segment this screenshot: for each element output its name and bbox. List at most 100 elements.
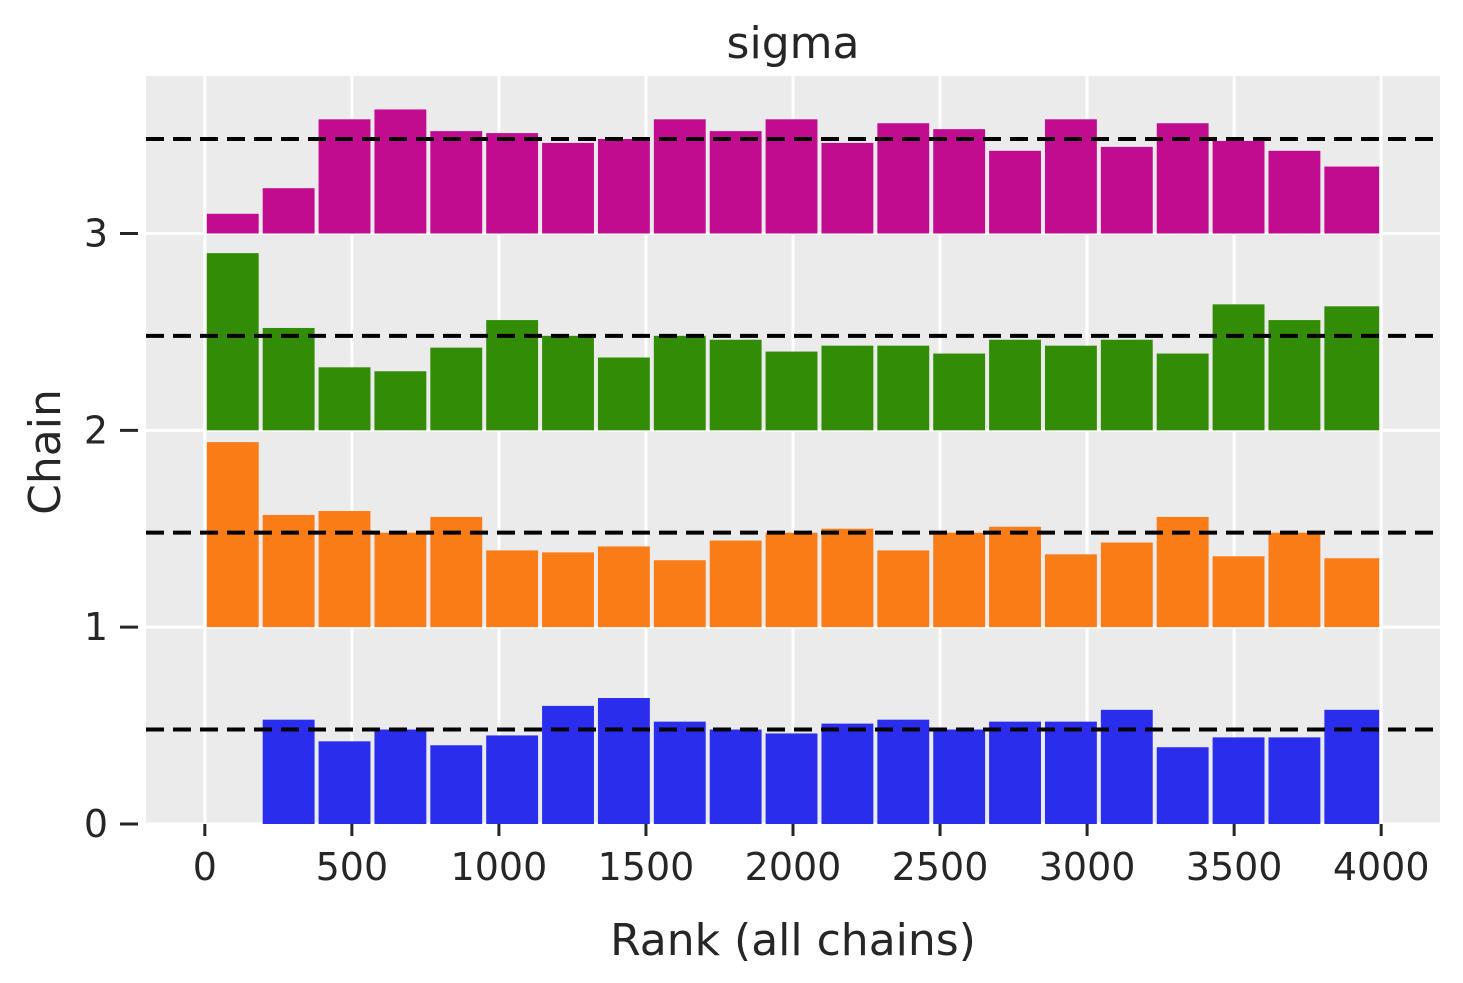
bar-chain-2-bin-9 <box>709 339 762 431</box>
bar-chain-2-bin-15 <box>1044 345 1097 431</box>
x-tick-label: 500 <box>316 845 389 889</box>
x-axis-label: Rank (all chains) <box>610 915 976 966</box>
bar-chain-1-bin-7 <box>597 546 650 628</box>
bar-chain-1-bin-6 <box>542 552 594 628</box>
y-tick-label: 3 <box>84 211 108 255</box>
bar-chain-3-bin-6 <box>542 142 594 234</box>
bar-chain-0-bin-1 <box>262 719 315 824</box>
bar-chain-2-bin-2 <box>318 367 371 431</box>
bar-chain-0-bin-7 <box>597 698 650 824</box>
bar-chain-3-bin-3 <box>374 109 427 234</box>
bar-chain-3-bin-14 <box>989 150 1041 234</box>
bar-chain-3-bin-17 <box>1156 123 1209 234</box>
bar-chain-1-bin-9 <box>709 540 762 628</box>
x-tick-label: 4000 <box>1333 845 1430 889</box>
bar-chain-3-bin-12 <box>877 123 930 234</box>
bar-chain-1-bin-5 <box>486 550 539 628</box>
bar-chain-2-bin-13 <box>933 353 986 431</box>
bar-chain-0-bin-20 <box>1324 709 1380 824</box>
bar-chain-1-bin-15 <box>1044 554 1097 628</box>
bar-chain-3-bin-11 <box>821 142 874 234</box>
x-tick-label: 1000 <box>451 845 548 889</box>
bar-chain-2-bin-5 <box>486 320 539 431</box>
bar-chain-2-bin-20 <box>1324 306 1380 431</box>
y-tick-label: 1 <box>84 605 108 649</box>
bar-chain-0-bin-3 <box>374 729 427 824</box>
bar-chain-3-bin-4 <box>430 131 483 234</box>
bar-chain-2-bin-1 <box>262 327 315 431</box>
bar-chain-1-bin-11 <box>821 528 874 628</box>
x-tick-label: 3500 <box>1186 845 1283 889</box>
axes: 0 500 1000 1500 2000 2500 3000 3500 4000 0 1 2 3 <box>84 211 1430 889</box>
bar-chain-2-bin-12 <box>877 345 930 431</box>
bar-chain-2-bin-0 <box>206 253 259 431</box>
bar-chain-1-bin-4 <box>430 516 483 628</box>
bar-chain-0-bin-16 <box>1100 709 1153 824</box>
bar-chain-0-bin-9 <box>709 729 762 824</box>
bar-chain-3-bin-1 <box>262 188 315 234</box>
bar-chain-1-bin-12 <box>877 550 930 628</box>
bar-chain-3-bin-20 <box>1324 166 1380 234</box>
bar-chain-0-bin-10 <box>765 733 818 824</box>
y-tick-label: 2 <box>84 408 108 452</box>
y-axis-label: Chain <box>20 389 71 515</box>
bar-chain-1-bin-8 <box>653 560 706 628</box>
bar-chain-2-bin-7 <box>597 357 650 431</box>
bar-chain-3-bin-15 <box>1044 119 1097 234</box>
bar-chain-1-bin-18 <box>1212 556 1265 628</box>
bar-chain-2-bin-3 <box>374 371 427 431</box>
bar-chain-0-bin-8 <box>653 721 706 824</box>
x-tick-label: 1500 <box>598 845 695 889</box>
bar-chain-1-bin-19 <box>1268 532 1321 628</box>
bar-chain-1-bin-13 <box>933 532 986 628</box>
bar-chain-0-bin-17 <box>1156 747 1209 824</box>
bar-chain-3-bin-13 <box>933 129 986 234</box>
bar-chain-3-bin-0 <box>206 213 259 234</box>
bar-chain-1-bin-2 <box>318 511 371 628</box>
bar-chain-2-bin-8 <box>653 335 706 431</box>
bar-chain-3-bin-8 <box>653 119 706 234</box>
bar-chain-3-bin-10 <box>765 119 818 234</box>
bar-chain-0-bin-18 <box>1212 737 1265 824</box>
bar-chain-2-bin-6 <box>542 335 594 431</box>
bar-chain-3-bin-16 <box>1100 146 1153 234</box>
bar-chain-3-bin-7 <box>597 138 650 234</box>
x-tick-label: 0 <box>193 845 217 889</box>
bar-chain-2-bin-17 <box>1156 353 1209 431</box>
bar-chain-1-bin-3 <box>374 532 427 628</box>
bar-chain-2-bin-19 <box>1268 320 1321 431</box>
bar-chain-2-bin-10 <box>765 351 818 431</box>
bar-chain-3-bin-18 <box>1212 140 1265 234</box>
bar-chain-3-bin-19 <box>1268 150 1321 234</box>
bar-chain-0-bin-4 <box>430 745 483 824</box>
bar-chain-2-bin-16 <box>1100 339 1153 431</box>
histogram-bars <box>206 109 1380 824</box>
x-tick-label: 2000 <box>745 845 842 889</box>
bar-chain-0-bin-2 <box>318 741 371 824</box>
bar-chain-0-bin-6 <box>542 705 594 824</box>
x-tick-label: 3000 <box>1039 845 1136 889</box>
bar-chain-0-bin-5 <box>486 735 539 824</box>
bar-chain-2-bin-14 <box>989 339 1041 431</box>
bar-chain-1-bin-14 <box>989 526 1041 628</box>
bar-chain-3-bin-2 <box>318 119 371 234</box>
bar-chain-0-bin-12 <box>877 719 930 824</box>
y-tick-label: 0 <box>84 802 108 846</box>
bar-chain-3-bin-5 <box>486 133 539 234</box>
bar-chain-0-bin-19 <box>1268 737 1321 824</box>
bar-chain-1-bin-10 <box>765 532 818 628</box>
bar-chain-2-bin-18 <box>1212 304 1265 431</box>
bar-chain-0-bin-13 <box>933 729 986 824</box>
bar-chain-0-bin-11 <box>821 723 874 824</box>
bar-chain-0-bin-14 <box>989 721 1041 824</box>
bar-chain-0-bin-15 <box>1044 721 1097 824</box>
bar-chain-2-bin-11 <box>821 345 874 431</box>
bar-chain-1-bin-20 <box>1324 558 1380 628</box>
x-tick-label: 2500 <box>892 845 989 889</box>
bar-chain-1-bin-17 <box>1156 516 1209 628</box>
bar-chain-1-bin-16 <box>1100 542 1153 628</box>
chart-title: sigma <box>727 18 860 69</box>
bar-chain-2-bin-4 <box>430 347 483 431</box>
bar-chain-3-bin-9 <box>709 131 762 234</box>
